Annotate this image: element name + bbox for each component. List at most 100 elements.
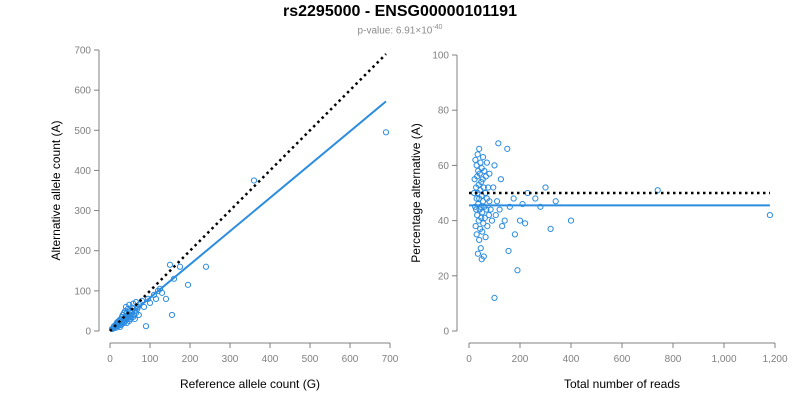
data-point bbox=[140, 303, 148, 311]
data-point bbox=[487, 206, 494, 213]
x-tick-label: 1,200 bbox=[762, 354, 787, 365]
data-point bbox=[499, 223, 506, 230]
fit-line bbox=[109, 100, 387, 332]
data-point bbox=[542, 184, 549, 191]
p-value-text: p-value: 6.91×10 bbox=[357, 25, 433, 37]
data-point bbox=[474, 250, 482, 257]
data-point bbox=[532, 195, 539, 202]
y-tick-label: 400 bbox=[74, 166, 91, 177]
data-point bbox=[485, 211, 492, 219]
chart-title: rs2295000 - ENSG00000101191 bbox=[283, 3, 517, 20]
data-point bbox=[473, 231, 480, 238]
x-tick-label: 600 bbox=[614, 354, 631, 365]
data-point bbox=[483, 159, 490, 166]
data-point bbox=[484, 223, 491, 230]
data-point bbox=[472, 156, 479, 163]
data-point bbox=[766, 211, 774, 219]
y-axis-label: Alternative allele count (A) bbox=[49, 120, 63, 260]
y-tick-label: 600 bbox=[74, 86, 91, 97]
data-point bbox=[476, 236, 483, 244]
data-point bbox=[474, 211, 481, 219]
data-point bbox=[162, 295, 170, 302]
data-point bbox=[176, 263, 184, 270]
data-point bbox=[481, 167, 488, 175]
x-tick-label: 400 bbox=[563, 354, 580, 365]
y-tick-label: 200 bbox=[74, 246, 91, 257]
data-point bbox=[479, 154, 487, 161]
y-tick-label: 20 bbox=[438, 271, 450, 282]
y-tick-label: 100 bbox=[74, 286, 91, 297]
data-point bbox=[547, 225, 554, 232]
data-point bbox=[166, 261, 174, 268]
data-point bbox=[493, 198, 501, 205]
data-point bbox=[142, 323, 150, 330]
data-point bbox=[131, 315, 138, 323]
data-point bbox=[486, 170, 493, 177]
x-axis-label: Total number of reads bbox=[564, 377, 680, 391]
data-point bbox=[476, 145, 483, 152]
data-point bbox=[479, 228, 486, 235]
data-point bbox=[480, 253, 487, 260]
y-tick-label: 80 bbox=[438, 106, 450, 117]
p-value-exponent: -40 bbox=[432, 24, 443, 31]
data-point bbox=[490, 184, 497, 191]
data-point bbox=[491, 162, 498, 169]
data-point bbox=[168, 311, 176, 319]
data-point bbox=[486, 198, 493, 205]
data-point bbox=[492, 211, 499, 219]
x-axis-label: Reference allele count (G) bbox=[180, 377, 320, 391]
chart-subtitle: p-value: 6.91×10-40 bbox=[0, 24, 800, 36]
x-tick-label: 200 bbox=[182, 354, 199, 365]
data-point bbox=[510, 195, 517, 202]
data-point bbox=[382, 129, 390, 136]
y-axis-label: Percentage alternative (A) bbox=[409, 123, 423, 262]
data-point bbox=[516, 217, 524, 224]
data-point bbox=[477, 203, 484, 210]
percentage-panel: 0 20 40 60 80 100 0 200 400 600 800 1,000 1,200 Total… bbox=[409, 51, 788, 392]
data-point bbox=[202, 263, 210, 270]
data-point bbox=[122, 303, 130, 311]
data-point bbox=[250, 177, 258, 184]
data-point bbox=[504, 145, 511, 152]
data-point bbox=[495, 140, 502, 147]
data-point bbox=[522, 220, 529, 227]
x-tick-label: 1,000 bbox=[711, 354, 736, 365]
y-tick-label: 60 bbox=[438, 161, 450, 172]
data-point bbox=[519, 200, 526, 208]
data-point bbox=[501, 217, 508, 224]
data-point bbox=[483, 206, 490, 213]
data-point bbox=[514, 267, 521, 274]
y-tick-label: 100 bbox=[432, 51, 449, 62]
data-point bbox=[480, 220, 487, 227]
x-tick-label: 200 bbox=[512, 354, 529, 365]
x-tick-label: 300 bbox=[222, 354, 239, 365]
data-point bbox=[491, 294, 498, 301]
x-tick-label: 600 bbox=[342, 354, 359, 365]
data-point bbox=[134, 303, 142, 311]
x-tick-label: 500 bbox=[302, 354, 319, 365]
data-point bbox=[146, 299, 154, 306]
data-point bbox=[135, 311, 142, 319]
y-tick-label: 500 bbox=[74, 126, 91, 137]
y-tick-label: 0 bbox=[443, 327, 449, 338]
data-point bbox=[488, 217, 496, 224]
data-point bbox=[479, 209, 486, 216]
x-tick-label: 400 bbox=[262, 354, 279, 365]
data-point bbox=[477, 245, 484, 252]
data-point bbox=[537, 203, 544, 210]
data-point bbox=[477, 159, 484, 166]
data-point bbox=[476, 170, 483, 177]
x-tick-label: 800 bbox=[665, 354, 682, 365]
data-point bbox=[158, 289, 166, 296]
x-tick-label: 700 bbox=[382, 354, 399, 365]
data-point bbox=[505, 247, 512, 255]
y-tick-label: 40 bbox=[438, 216, 450, 227]
data-point bbox=[472, 223, 479, 230]
data-point bbox=[496, 206, 503, 213]
x-tick-label: 0 bbox=[107, 354, 113, 365]
data-point bbox=[482, 234, 489, 241]
data-point bbox=[552, 198, 559, 205]
data-point bbox=[481, 214, 488, 221]
y-tick-label: 0 bbox=[85, 327, 91, 338]
y-tick-label: 700 bbox=[74, 46, 91, 57]
